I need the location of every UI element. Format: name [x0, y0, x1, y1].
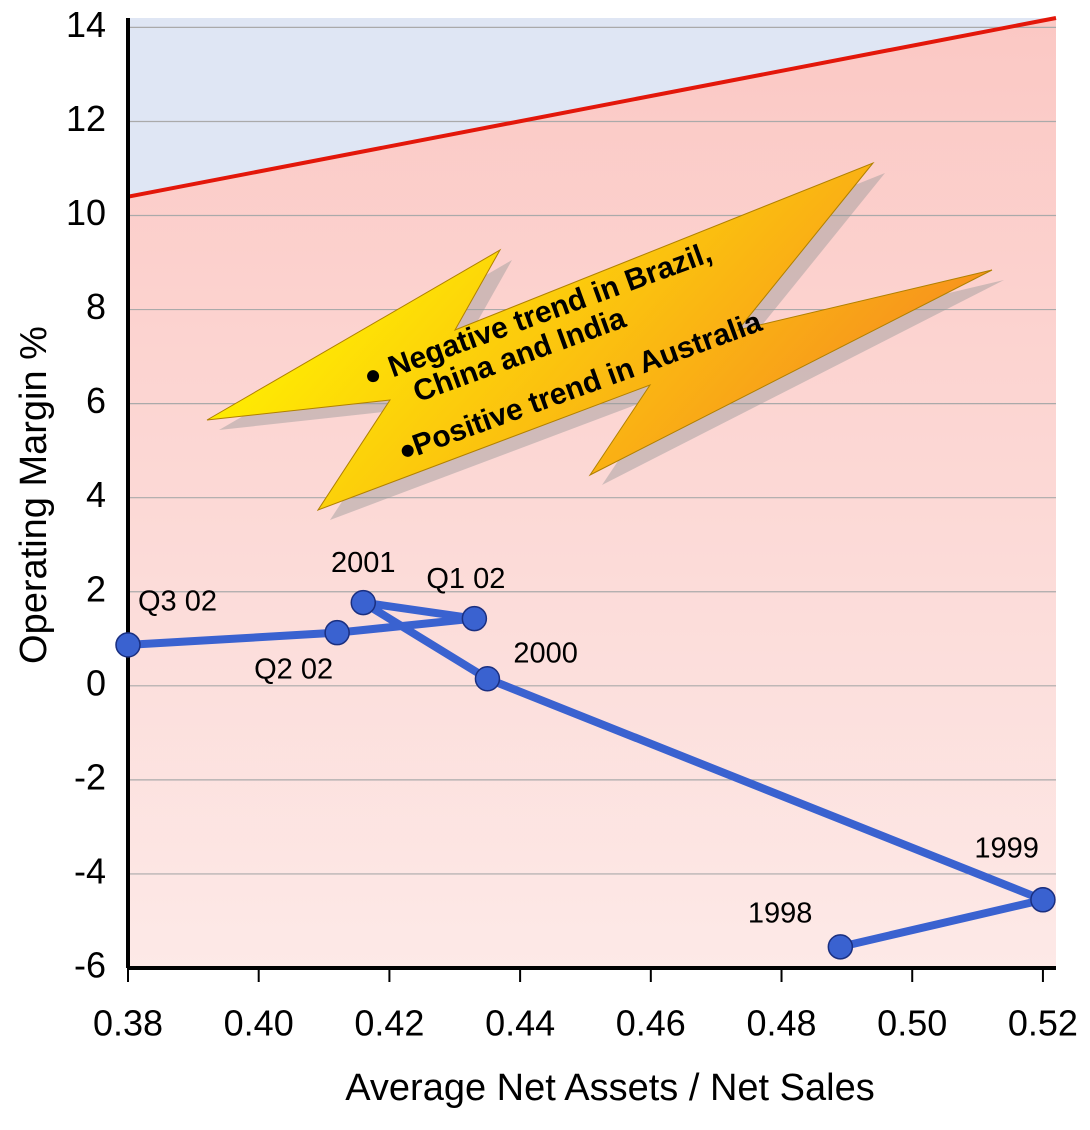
point-label: 2000	[513, 637, 578, 669]
y-tick-label: 14	[66, 4, 106, 45]
data-point	[351, 591, 375, 615]
data-point	[475, 667, 499, 691]
plot-background	[128, 18, 1056, 968]
y-tick-label: 6	[86, 380, 106, 421]
y-tick-label: 2	[86, 568, 106, 609]
data-point	[828, 935, 852, 959]
y-tick-label: -4	[74, 850, 106, 891]
y-tick-label: -2	[74, 756, 106, 797]
x-tick-label: 0.44	[485, 1003, 555, 1044]
x-tick-label: 0.52	[1008, 1003, 1078, 1044]
data-point	[1031, 888, 1055, 912]
y-tick-label: 0	[86, 662, 106, 703]
x-tick-label: 0.46	[616, 1003, 686, 1044]
x-tick-label: 0.42	[354, 1003, 424, 1044]
point-label: 2001	[331, 547, 396, 579]
y-tick-label: 10	[66, 192, 106, 233]
y-tick-label: 8	[86, 286, 106, 327]
data-point	[116, 633, 140, 657]
x-tick-label: 0.40	[224, 1003, 294, 1044]
x-tick-label: 0.48	[746, 1003, 816, 1044]
point-label: Q3 02	[138, 586, 217, 618]
y-tick-label: -6	[74, 945, 106, 986]
data-point	[462, 607, 486, 631]
x-axis-title: Average Net Assets / Net Sales	[345, 1067, 874, 1109]
y-axis-title: Operating Margin %	[13, 326, 55, 664]
y-tick-label: 4	[86, 474, 106, 515]
data-point	[325, 621, 349, 645]
x-tick-label: 0.38	[93, 1003, 163, 1044]
point-label: Q2 02	[254, 653, 333, 685]
chart: Negative trend in Brazil, China and Indi…	[0, 0, 1090, 1130]
x-tick-label: 0.50	[877, 1003, 947, 1044]
point-label: 1998	[748, 897, 813, 929]
point-label: Q1 02	[426, 563, 505, 595]
y-tick-label: 12	[66, 98, 106, 139]
point-label: 1999	[974, 832, 1039, 864]
